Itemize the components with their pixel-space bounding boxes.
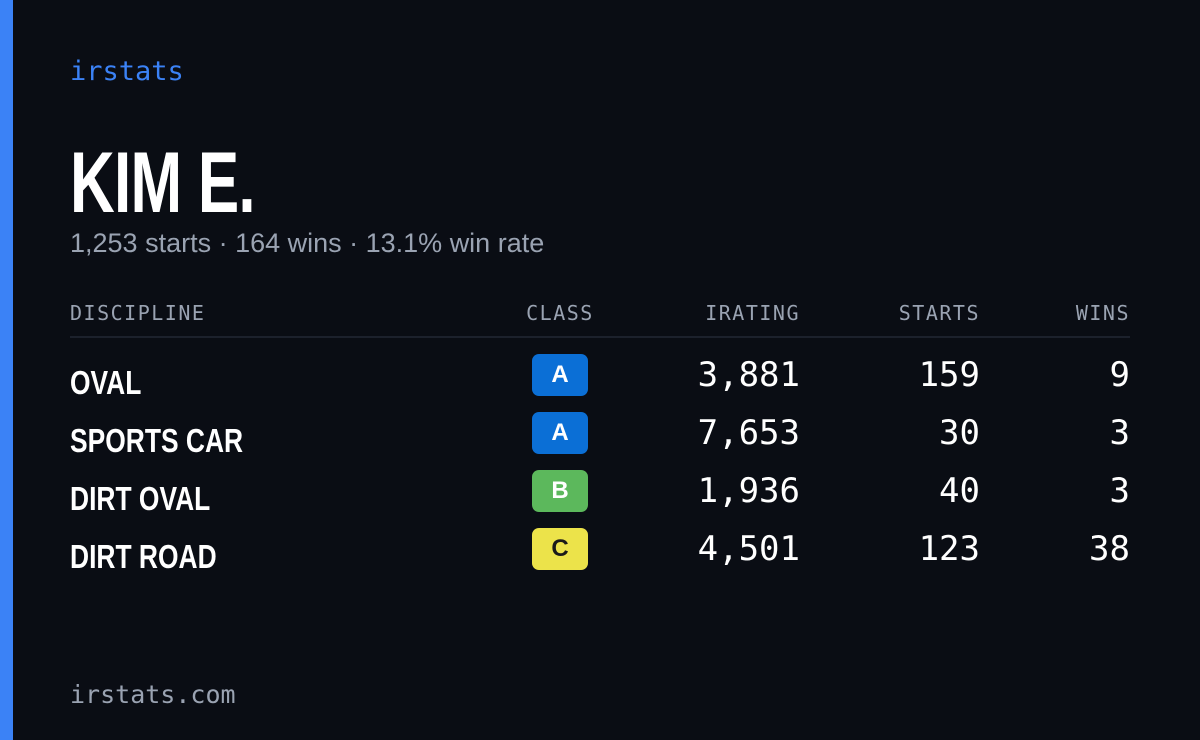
brand: irstats (70, 56, 184, 87)
column-header: IRATING (705, 301, 800, 325)
footer-url: irstats.com (70, 680, 236, 709)
irating-value: 7,653 (697, 413, 800, 453)
column-header: STARTS (898, 301, 980, 325)
column-header: CLASS (526, 301, 594, 325)
class-badge: B (532, 470, 588, 512)
class-badge: A (532, 354, 588, 396)
irating-value: 1,936 (697, 471, 800, 511)
irating-value: 3,881 (697, 355, 800, 395)
driver-name: KIM E. (70, 135, 256, 231)
column-header: DISCIPLINE (70, 301, 206, 325)
irating-value: 4,501 (697, 529, 800, 569)
wins-value: 38 (1089, 529, 1130, 569)
discipline: DIRT ROAD (70, 538, 217, 575)
driver-summary: 1,253 starts · 164 wins · 13.1% win rate (70, 228, 545, 258)
discipline: OVAL (70, 364, 142, 401)
accent-bar (0, 0, 13, 740)
class-badge: C (532, 528, 588, 570)
starts-value: 40 (939, 471, 980, 511)
column-header: WINS (1075, 301, 1130, 325)
discipline: DIRT OVAL (70, 480, 211, 517)
wins-value: 9 (1109, 355, 1130, 395)
discipline: SPORTS CAR (70, 422, 244, 459)
starts-value: 30 (939, 413, 980, 453)
starts-value: 159 (918, 355, 980, 395)
class-badge: A (532, 412, 588, 454)
starts-value: 123 (918, 529, 980, 569)
wins-value: 3 (1109, 413, 1130, 453)
wins-value: 3 (1109, 471, 1130, 511)
header-rule (70, 336, 1130, 338)
